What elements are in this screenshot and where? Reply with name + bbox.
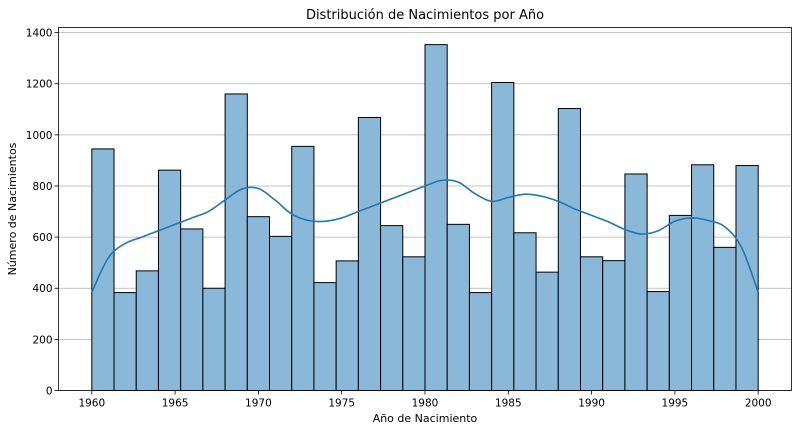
histogram-bar [157, 169, 182, 391]
chart-title: Distribución de Nacimientos por Año [306, 8, 544, 23]
histogram-bar [513, 232, 537, 391]
x-axis-ticks: 1960 1965 1970 1975 1980 1985 1990 1995 2000 [78, 390, 772, 410]
histogram-bar [180, 228, 204, 391]
y-tick-label: 0 [46, 386, 53, 398]
y-tick-label: 200 [32, 334, 52, 346]
histogram-bar [602, 260, 626, 391]
histogram-bar [668, 214, 693, 391]
histogram-bar [291, 145, 315, 391]
x-tick-label: 1995 [662, 398, 689, 410]
histogram-bar [313, 282, 337, 391]
histogram-bar [446, 223, 470, 391]
y-tick-label: 1400 [26, 28, 53, 40]
histogram-bar [735, 165, 759, 391]
y-tick-label: 1000 [26, 130, 53, 142]
histogram-bar [579, 256, 604, 391]
y-tick-label: 1200 [26, 79, 53, 91]
histogram-bar [380, 225, 404, 391]
histogram-bar [202, 287, 226, 392]
histogram-bar [402, 256, 426, 391]
x-tick-label: 1990 [578, 398, 605, 410]
histogram-bar [335, 260, 359, 392]
histogram-bar [535, 271, 559, 391]
histogram-bar [624, 173, 648, 391]
x-tick-label: 1970 [245, 398, 272, 410]
x-tick-label: 1980 [412, 398, 439, 410]
histogram-bar [691, 164, 715, 391]
x-tick-label: 1985 [495, 398, 522, 410]
y-axis-label: Número de Nacimientos [6, 142, 19, 275]
x-axis-label: Año de Nacimiento [373, 412, 478, 425]
histogram-bar [224, 93, 248, 392]
y-tick-label: 400 [32, 283, 52, 295]
histogram-bar [424, 44, 448, 391]
histogram-bar [468, 292, 493, 391]
histogram-bar [269, 235, 293, 391]
x-tick-label: 1965 [162, 398, 189, 410]
histogram-bar [357, 116, 382, 392]
x-tick-label: 1960 [78, 398, 105, 410]
histogram-bar [246, 216, 271, 391]
y-axis-ticks: 0 200 400 600 800 1000 1200 1400 [26, 28, 59, 398]
histogram-bar [713, 246, 737, 391]
histogram-bar [491, 81, 515, 391]
y-tick-label: 800 [32, 181, 52, 193]
y-tick-label: 600 [32, 232, 52, 244]
histogram-bar [113, 292, 137, 391]
histogram-bar [646, 291, 670, 392]
histogram-bar [91, 148, 115, 391]
histogram-bar [135, 270, 159, 391]
kde-curve-line [91, 179, 759, 293]
x-tick-label: 1975 [328, 398, 355, 410]
histogram-bar [557, 108, 581, 391]
x-tick-label: 2000 [745, 398, 772, 410]
